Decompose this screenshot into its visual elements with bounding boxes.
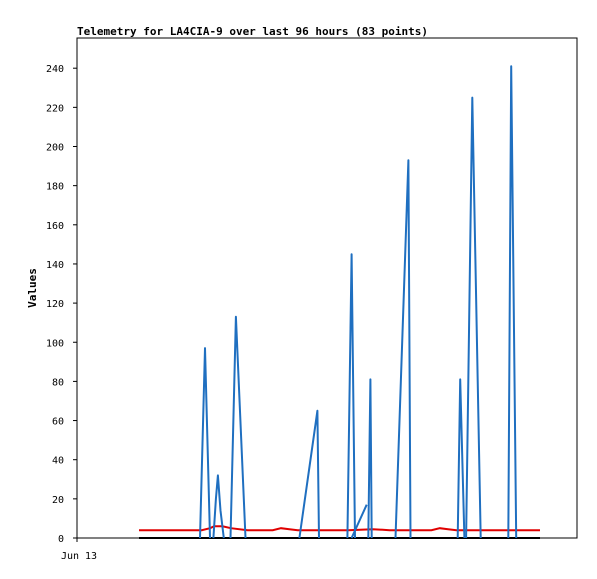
y-tick-label: 240 (46, 64, 64, 75)
y-tick-label: 20 (52, 495, 64, 506)
y-tick-label: 40 (52, 456, 64, 467)
y-axis-label: Values (26, 268, 39, 308)
series-0-segment (212, 474, 225, 539)
series-0-segment (298, 409, 320, 539)
y-axis: 0 20 40 60 80 100 120 140 160 180 200 220 240 (46, 64, 77, 545)
series-0-segment (350, 504, 368, 539)
y-tick-label: 60 (52, 417, 64, 428)
y-tick-label: 180 (46, 182, 64, 193)
chart-title: Telemetry for LA4CIA-9 over last 96 hour… (77, 25, 428, 38)
y-tick-label: 200 (46, 143, 64, 154)
y-tick-label: 0 (58, 534, 64, 545)
y-tick-label: 160 (46, 221, 64, 232)
y-tick-label: 220 (46, 103, 64, 114)
series-0-segment (199, 347, 211, 539)
y-tick-label: 100 (46, 338, 64, 349)
y-tick-label: 120 (46, 299, 64, 310)
series-layer (139, 65, 540, 539)
series-0-segment (394, 159, 412, 539)
plot-area-frame (76, 37, 578, 539)
series-0-segment (465, 96, 482, 539)
series-0-segment (507, 65, 518, 539)
x-tick-label: Jun 13 (61, 551, 97, 562)
series-0-segment (456, 378, 466, 539)
series-0-segment (367, 378, 373, 539)
y-tick-label: 80 (52, 377, 64, 388)
series-0-segment (229, 315, 247, 539)
x-axis: Jun 13 (61, 538, 97, 562)
series-1-line (139, 525, 540, 532)
y-tick-label: 140 (46, 260, 64, 271)
series-0-segment (346, 253, 356, 539)
